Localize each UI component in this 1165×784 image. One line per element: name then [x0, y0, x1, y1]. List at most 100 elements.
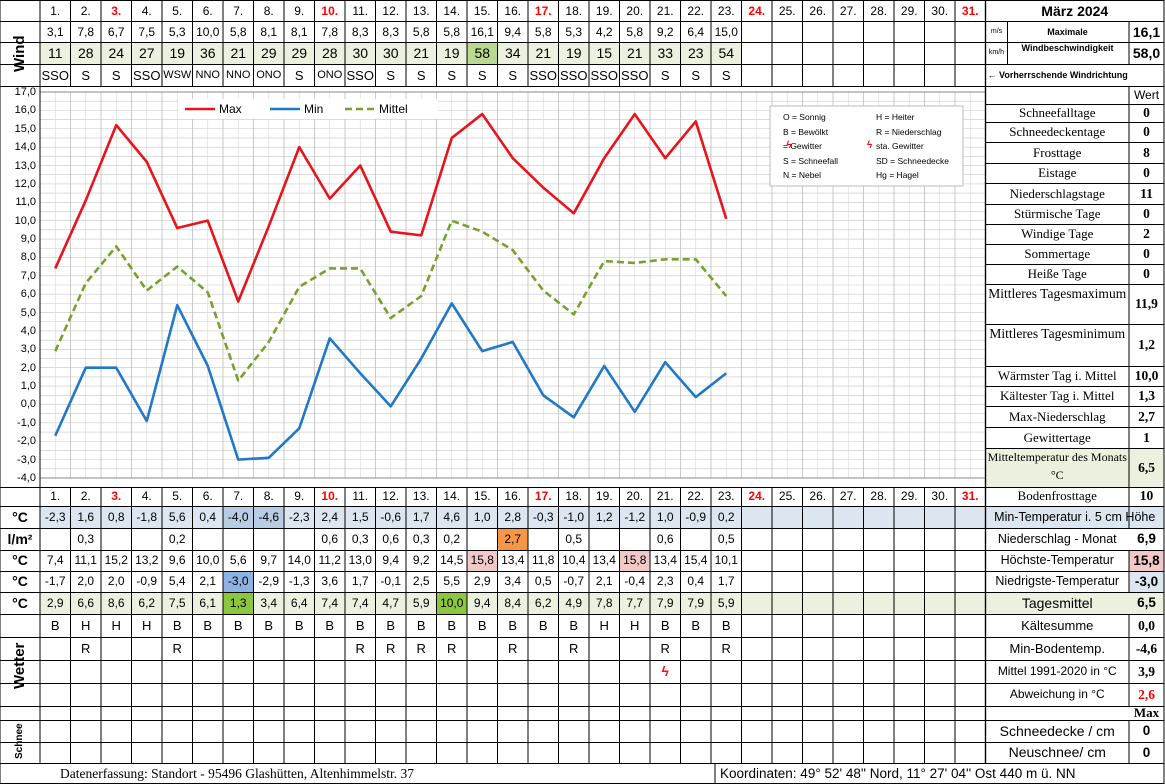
- y-tick-label: 14,0: [14, 141, 36, 154]
- stat-value: 0: [1143, 246, 1150, 261]
- row-value-max: 13,4: [501, 553, 525, 567]
- wind-ms-value: 8,1: [290, 25, 308, 39]
- weather-code: R: [81, 641, 91, 656]
- row-value-max: 11,8: [532, 553, 555, 567]
- y-tick-label: 2,0: [20, 361, 36, 374]
- wind-kmh-value: 33: [657, 45, 674, 61]
- weather-code: B: [325, 618, 335, 633]
- weather-code: B: [294, 618, 304, 633]
- lower-stat-label: Kältesumme: [1021, 618, 1094, 633]
- row-value-mittel: 2,9: [46, 596, 64, 610]
- row-value-max: 14,5: [440, 553, 464, 567]
- wind-kmh-value: 58: [474, 45, 491, 61]
- row-value-boden: -0,9: [685, 510, 707, 524]
- row-value-max: 9,6: [168, 553, 186, 567]
- row-value-boden: 0,8: [107, 510, 125, 524]
- stat-label: Kältester Tag i. Mittel: [1000, 388, 1115, 403]
- y-tick-label: 12,0: [14, 177, 36, 190]
- stat-label: Mittleres Tagesminimum: [989, 326, 1126, 341]
- row-value-mittel: 8,4: [504, 596, 522, 610]
- weather-code: B: [508, 618, 518, 633]
- row-total: 15,8: [1133, 553, 1160, 568]
- wind-direction: S: [721, 68, 731, 83]
- row-value-mittel: 7,5: [168, 596, 186, 610]
- boden-low-cell: [253, 507, 284, 528]
- row-value-mittel: 7,4: [321, 596, 339, 610]
- row-value-boden: 1,6: [77, 510, 95, 524]
- legend-label: Mittel: [379, 102, 408, 116]
- row-value-boden: -0,3: [532, 510, 554, 524]
- stat-label: Bodenfrosttage: [1017, 488, 1097, 503]
- row-value-max: 7,4: [46, 553, 64, 567]
- day-header-lower: 24.: [748, 489, 766, 503]
- row-value-mittel: 6,1: [199, 596, 217, 610]
- row-value-max: 9,7: [260, 553, 278, 567]
- row-value-mittel: 7,9: [687, 596, 705, 610]
- wind-ms-value: 5,8: [412, 25, 430, 39]
- legend-symbol-text: B = Bewölkt: [783, 126, 829, 137]
- weather-code: R: [355, 641, 365, 656]
- row-value-max: 11,2: [318, 553, 341, 567]
- y-tick-label: 16,0: [14, 104, 36, 117]
- chart-legend: [178, 99, 438, 119]
- stat-value: 11,9: [1135, 296, 1158, 311]
- stats-header: Wert: [1133, 88, 1160, 102]
- row-value-min: 5,4: [168, 574, 186, 588]
- wind-ms-value: 5,3: [565, 25, 583, 39]
- weather-code: B: [264, 618, 274, 633]
- weather-code: H: [81, 618, 91, 633]
- stat-value: 6,5: [1138, 460, 1155, 475]
- wind-kmh-value: 54: [718, 45, 735, 61]
- prevailing-wind-label: ← Vorherrschende Windrichtung: [987, 70, 1128, 80]
- day-header-lower: 14.: [443, 489, 461, 503]
- wind-direction: S: [81, 68, 91, 83]
- day-header-lower: 13.: [412, 489, 430, 503]
- stat-value: 11: [1140, 186, 1153, 201]
- weather-code: H: [630, 618, 640, 633]
- wind-kmh-value: 27: [138, 45, 155, 61]
- stat-label: Sommertage: [1024, 246, 1091, 261]
- row-value-rain: 0,5: [565, 532, 583, 546]
- wetter-side-label: Wetter: [11, 642, 28, 690]
- row-value-max: 15,4: [684, 553, 708, 567]
- gewitter-day-icon: ϟ: [661, 663, 669, 679]
- row-value-min: 2,0: [107, 574, 125, 588]
- day-header: 5.: [172, 4, 183, 18]
- row-value-min: 3,6: [321, 574, 339, 588]
- legend-label: Min: [304, 102, 324, 116]
- day-header: 2.: [80, 4, 91, 18]
- legend-symbol-text: O = Sonnig: [783, 112, 826, 122]
- wind-ms-value: 8,3: [382, 25, 400, 39]
- wind-direction: ONO: [256, 69, 282, 81]
- wind-kmh-value: 29: [260, 45, 277, 61]
- max-total-band: [1129, 550, 1164, 571]
- day-header-lower: 9.: [294, 489, 305, 503]
- row-value-max: 15,2: [104, 553, 128, 567]
- day-header: 12.: [382, 4, 400, 18]
- weather-code: R: [386, 641, 396, 656]
- mittel-high-cell: [436, 592, 467, 614]
- unit-ms: m/s: [990, 28, 1003, 35]
- row-value-rain: 0,3: [77, 532, 95, 546]
- wind-kmh-value: 34: [504, 45, 521, 61]
- row-value-min: 1,7: [351, 574, 369, 588]
- weather-code: H: [142, 618, 152, 633]
- weather-code: R: [447, 641, 457, 656]
- day-header-lower: 4.: [141, 489, 152, 503]
- row-value-max: 10,0: [196, 553, 220, 567]
- legend-symbol-text: N = Nebel: [783, 170, 822, 180]
- weather-code: R: [569, 641, 579, 656]
- day-header: 31.: [961, 4, 979, 18]
- snow-label: Neuschnee/ cm: [1008, 744, 1106, 760]
- row-unit: °C: [12, 552, 28, 568]
- row-value-boden: -1,2: [624, 510, 646, 524]
- day-header: 20.: [626, 4, 644, 18]
- stat-label: Mitteltemperatur des Monats °C: [987, 450, 1127, 482]
- row-value-max: 13,2: [135, 553, 159, 567]
- day-header: 8.: [263, 4, 274, 18]
- y-tick-label: 8,0: [20, 251, 36, 264]
- wind-kmh-value: 19: [565, 45, 582, 61]
- day-header: 22.: [687, 4, 705, 18]
- y-tick-label: 13,0: [14, 159, 36, 172]
- stat-value: 0: [1143, 105, 1150, 120]
